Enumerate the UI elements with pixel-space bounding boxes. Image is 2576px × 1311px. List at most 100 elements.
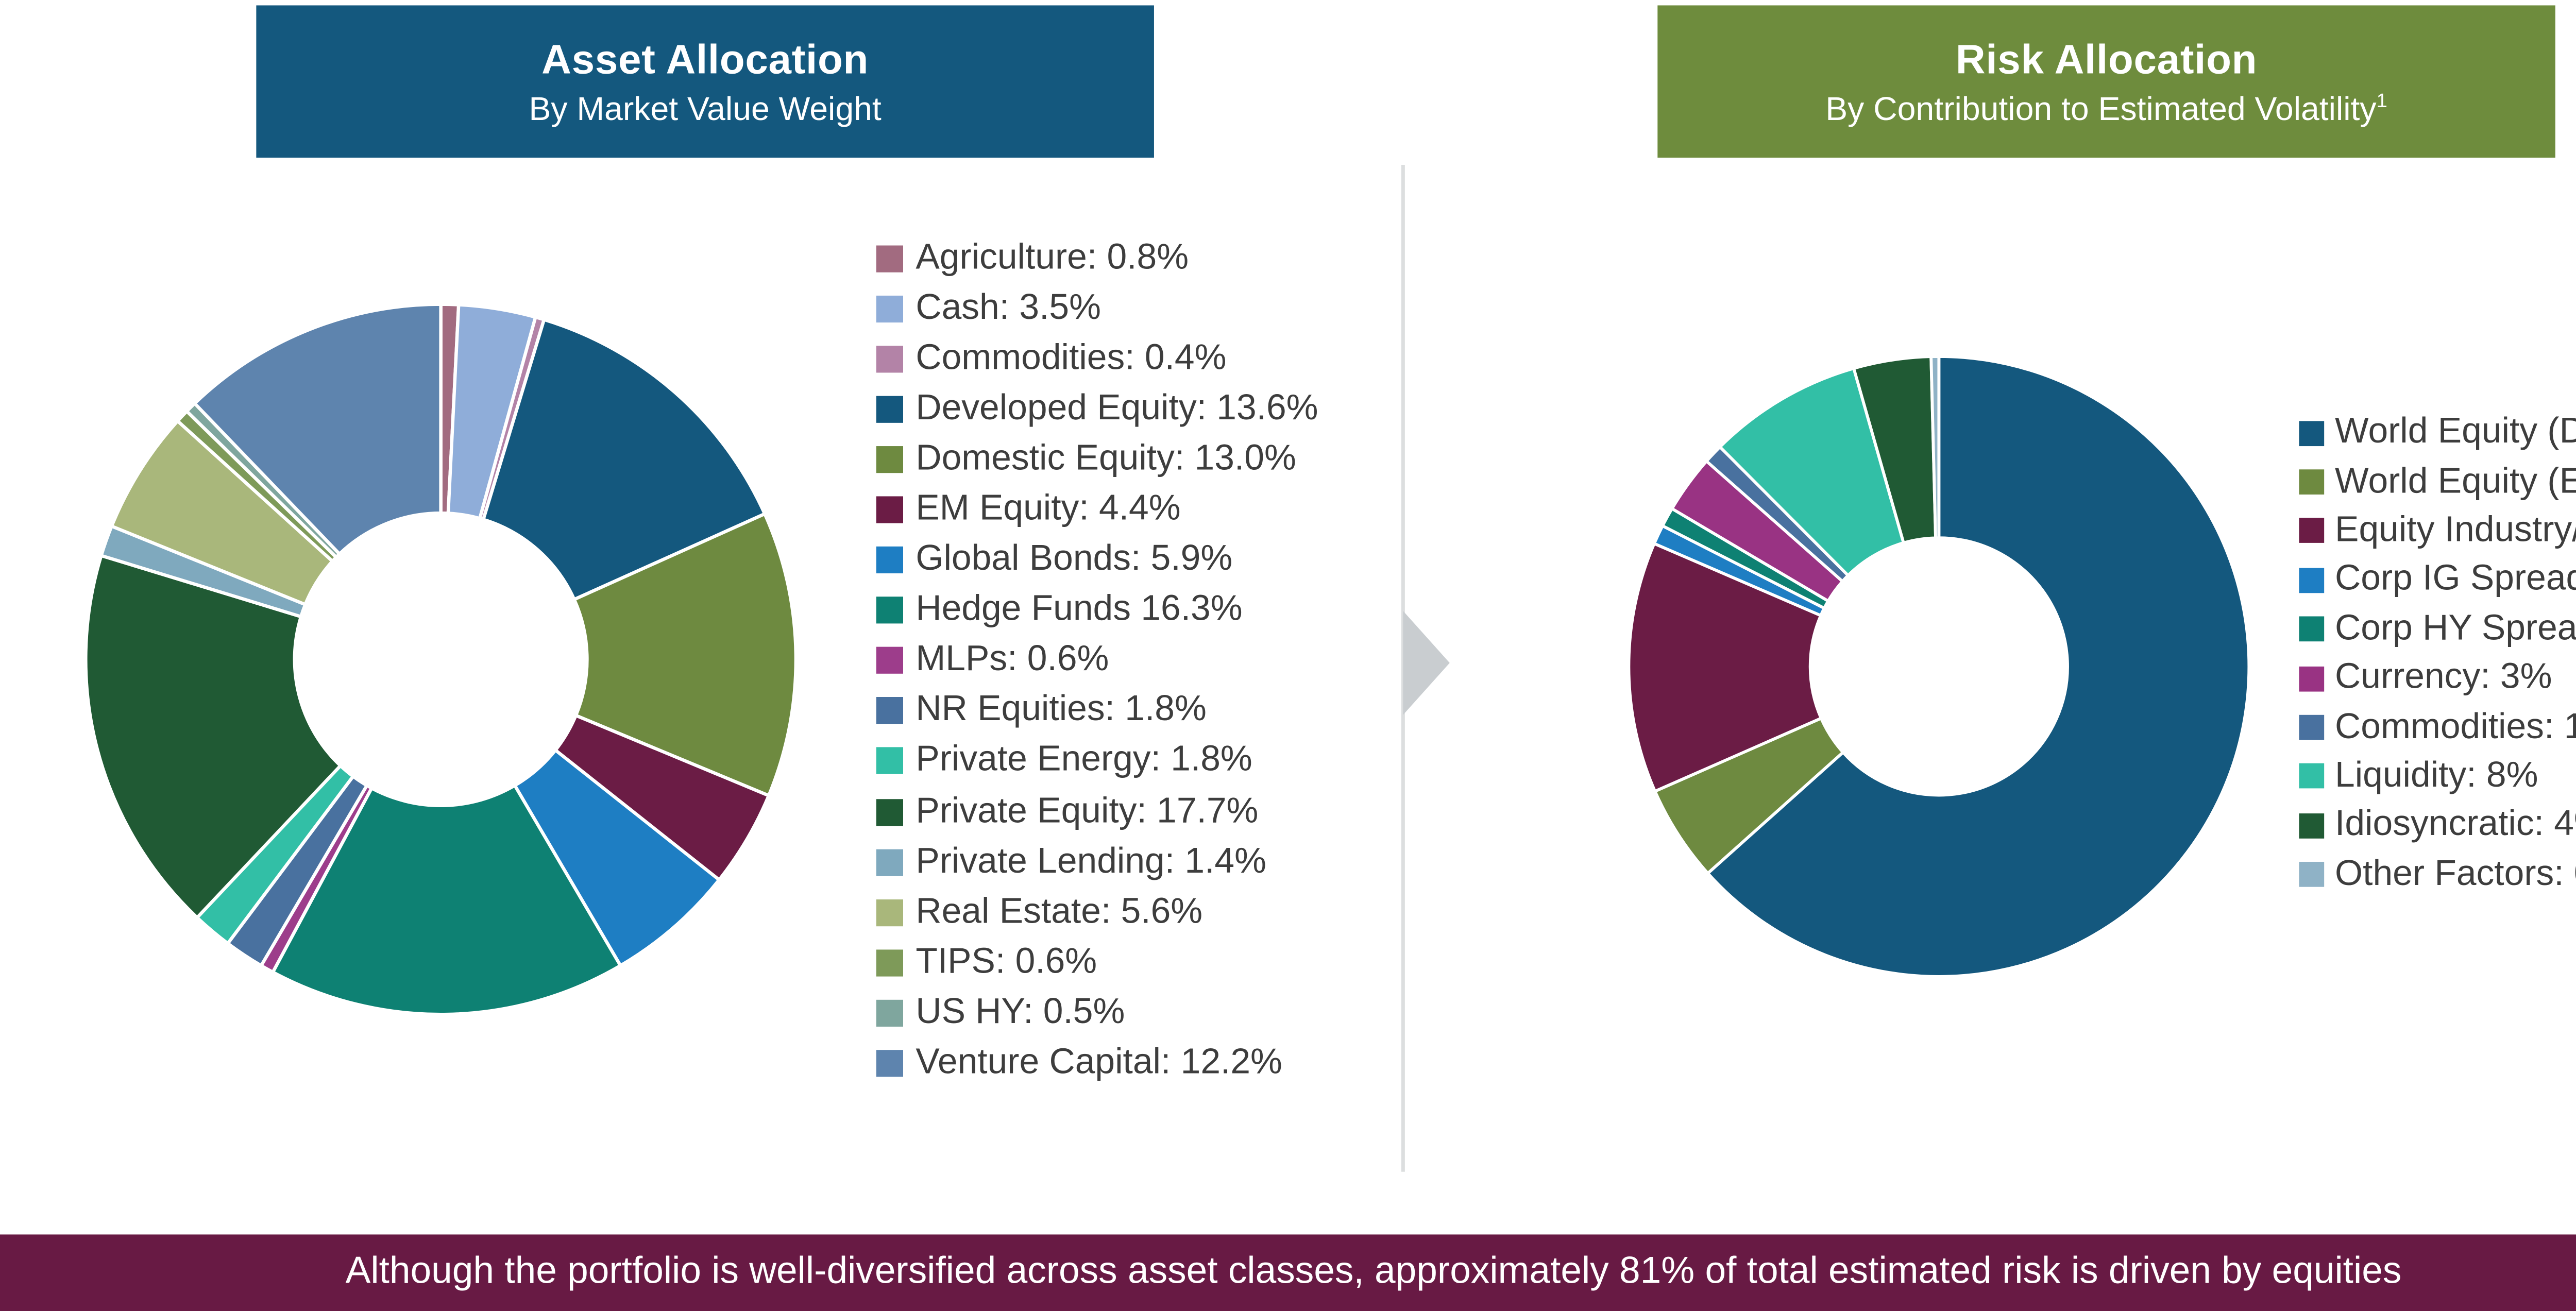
risk-allocation-donut-chart: [1627, 355, 2251, 978]
legend-label: World Equity (EM): 5%: [2335, 461, 2576, 501]
legend-label: Other Factors: 0%: [2335, 854, 2576, 894]
legend-swatch-icon: [876, 899, 903, 926]
legend-label: Venture Capital: 12.2%: [916, 1043, 1282, 1082]
legend-swatch-icon: [876, 697, 903, 725]
donut-slice-equity-industry-style: [1627, 542, 1823, 793]
legend-item-nr-equities: NR Equities: 1.8%: [876, 686, 1318, 737]
legend-item-private-equity: Private Equity: 17.7%: [876, 787, 1318, 837]
donut-slice-domestic-equity: [572, 512, 798, 797]
footer-banner: Although the portfolio is well-diversifi…: [0, 1234, 2576, 1311]
legend-item-venture-capital: Venture Capital: 12.2%: [876, 1038, 1318, 1089]
arrow-right-icon: [1403, 611, 1450, 715]
legend-label: Agriculture: 0.8%: [916, 237, 1189, 277]
legend-swatch-icon: [2299, 764, 2325, 789]
legend-label: Developed Equity: 13.6%: [916, 388, 1318, 428]
legend-swatch-icon: [2299, 568, 2325, 593]
legend-swatch-icon: [876, 345, 903, 372]
legend-swatch-icon: [876, 798, 903, 825]
donut-slice-liquidity: [1718, 367, 1905, 577]
legend-label: Cash: 3.5%: [916, 287, 1101, 328]
risk-allocation-subtitle: By Contribution to Estimated Volatility1: [1825, 90, 2387, 128]
legend-swatch-icon: [876, 446, 903, 473]
legend-item-mlps: MLPs: 0.6%: [876, 636, 1318, 686]
legend-label: Idiosyncratic: 4%: [2335, 805, 2576, 845]
legend-item-developed-equity: Developed Equity: 13.6%: [876, 384, 1318, 434]
footnote-superscript: 1: [2376, 91, 2387, 113]
risk-allocation-legend: World Equity (DM):63% World Equity (EM): …: [2299, 408, 2576, 899]
asset-allocation-header: Asset Allocation By Market Value Weight: [256, 5, 1154, 158]
legend-swatch-icon: [876, 848, 903, 876]
legend-label: Domestic Equity: 13.0%: [916, 438, 1296, 479]
legend-item-commodities: Commodities: 1%: [2299, 703, 2576, 752]
legend-item-private-lending: Private Lending: 1.4%: [876, 837, 1318, 888]
legend-swatch-icon: [876, 647, 903, 674]
legend-swatch-icon: [876, 597, 903, 624]
legend-label: Corp IG Spread: 1%: [2335, 559, 2576, 599]
legend-label: Corp HY Spread: 1%: [2335, 608, 2576, 649]
legend-item-domestic-equity: Domestic Equity: 13.0%: [876, 434, 1318, 485]
legend-swatch-icon: [2299, 617, 2325, 642]
legend-item-corp-hy-spread: Corp HY Spread: 1%: [2299, 605, 2576, 654]
legend-label: NR Equities: 1.8%: [916, 690, 1207, 730]
legend-item-hedge-funds: Hedge Funds 16.3%: [876, 585, 1318, 636]
legend-item-currency: Currency: 3%: [2299, 654, 2576, 703]
legend-swatch-icon: [2299, 518, 2325, 544]
asset-allocation-legend: Agriculture: 0.8% Cash: 3.5% Commodities: …: [876, 233, 1318, 1088]
legend-swatch-icon: [876, 999, 903, 1027]
legend-swatch-icon: [2299, 420, 2325, 446]
legend-label: MLPs: 0.6%: [916, 640, 1109, 680]
legend-label: Hedge Funds 16.3%: [916, 590, 1243, 629]
legend-label: Global Bonds: 5.9%: [916, 539, 1233, 579]
legend-label: Equity Industry/Style: 13%: [2335, 510, 2576, 550]
legend-label: Liquidity: 8%: [2335, 756, 2538, 796]
legend-label: Commodities: 0.4%: [916, 338, 1227, 378]
legend-swatch-icon: [876, 244, 903, 272]
legend-item-world-equity-dm: World Equity (DM):63%: [2299, 408, 2576, 457]
legend-swatch-icon: [876, 949, 903, 977]
legend-item-us-hy: US HY: 0.5%: [876, 988, 1318, 1038]
legend-item-real-estate: Real Estate: 5.6%: [876, 887, 1318, 938]
asset-allocation-subtitle: By Market Value Weight: [529, 90, 882, 128]
legend-swatch-icon: [876, 396, 903, 423]
legend-swatch-icon: [876, 748, 903, 775]
risk-allocation-header: Risk Allocation By Contribution to Estim…: [1657, 5, 2555, 158]
legend-swatch-icon: [2299, 862, 2325, 888]
legend-item-equity-industry-style: Equity Industry/Style: 13%: [2299, 507, 2576, 556]
footer-text: Although the portfolio is well-diversifi…: [345, 1251, 2402, 1292]
legend-swatch-icon: [2299, 714, 2325, 740]
legend-item-world-equity-em: World Equity (EM): 5%: [2299, 457, 2576, 506]
legend-swatch-icon: [2299, 666, 2325, 691]
donut-slice-developed-equity: [481, 318, 767, 601]
asset-allocation-donut-chart: [84, 302, 798, 1016]
legend-label: Currency: 3%: [2335, 657, 2552, 697]
legend-item-cash: Cash: 3.5%: [876, 283, 1318, 334]
donut-slice-world-equity-dm: [1706, 355, 2251, 978]
legend-item-corp-ig-spread: Corp IG Spread: 1%: [2299, 556, 2576, 605]
legend-label: EM Equity: 4.4%: [916, 489, 1181, 529]
legend-label: TIPS: 0.6%: [916, 942, 1097, 982]
legend-swatch-icon: [876, 295, 903, 322]
legend-swatch-icon: [2299, 813, 2325, 839]
donut-slice-private-equity: [84, 554, 343, 920]
legend-label: Real Estate: 5.6%: [916, 892, 1203, 931]
legend-item-commodities: Commodities: 0.4%: [876, 334, 1318, 384]
legend-label: Commodities: 1%: [2335, 707, 2576, 746]
legend-label: World Equity (DM):63%: [2335, 412, 2576, 452]
risk-allocation-title: Risk Allocation: [1955, 37, 2258, 83]
legend-item-liquidity: Liquidity: 8%: [2299, 752, 2576, 801]
legend-swatch-icon: [876, 547, 903, 574]
legend-swatch-icon: [2299, 469, 2325, 495]
legend-item-em-equity: EM Equity: 4.4%: [876, 485, 1318, 535]
donut-slice-other-factors: [1929, 355, 1941, 540]
legend-item-other-factors: Other Factors: 0%: [2299, 850, 2576, 899]
legend-swatch-icon: [876, 496, 903, 523]
legend-item-global-bonds: Global Bonds: 5.9%: [876, 535, 1318, 585]
legend-item-tips: TIPS: 0.6%: [876, 938, 1318, 988]
legend-label: Private Lending: 1.4%: [916, 841, 1266, 881]
legend-label: US HY: 0.5%: [916, 992, 1125, 1032]
donut-slice-venture-capital: [193, 302, 443, 556]
divider-line: [1401, 164, 1404, 1172]
legend-item-private-energy: Private Energy: 1.8%: [876, 736, 1318, 787]
legend-item-idiosyncratic: Idiosyncratic: 4%: [2299, 801, 2576, 850]
